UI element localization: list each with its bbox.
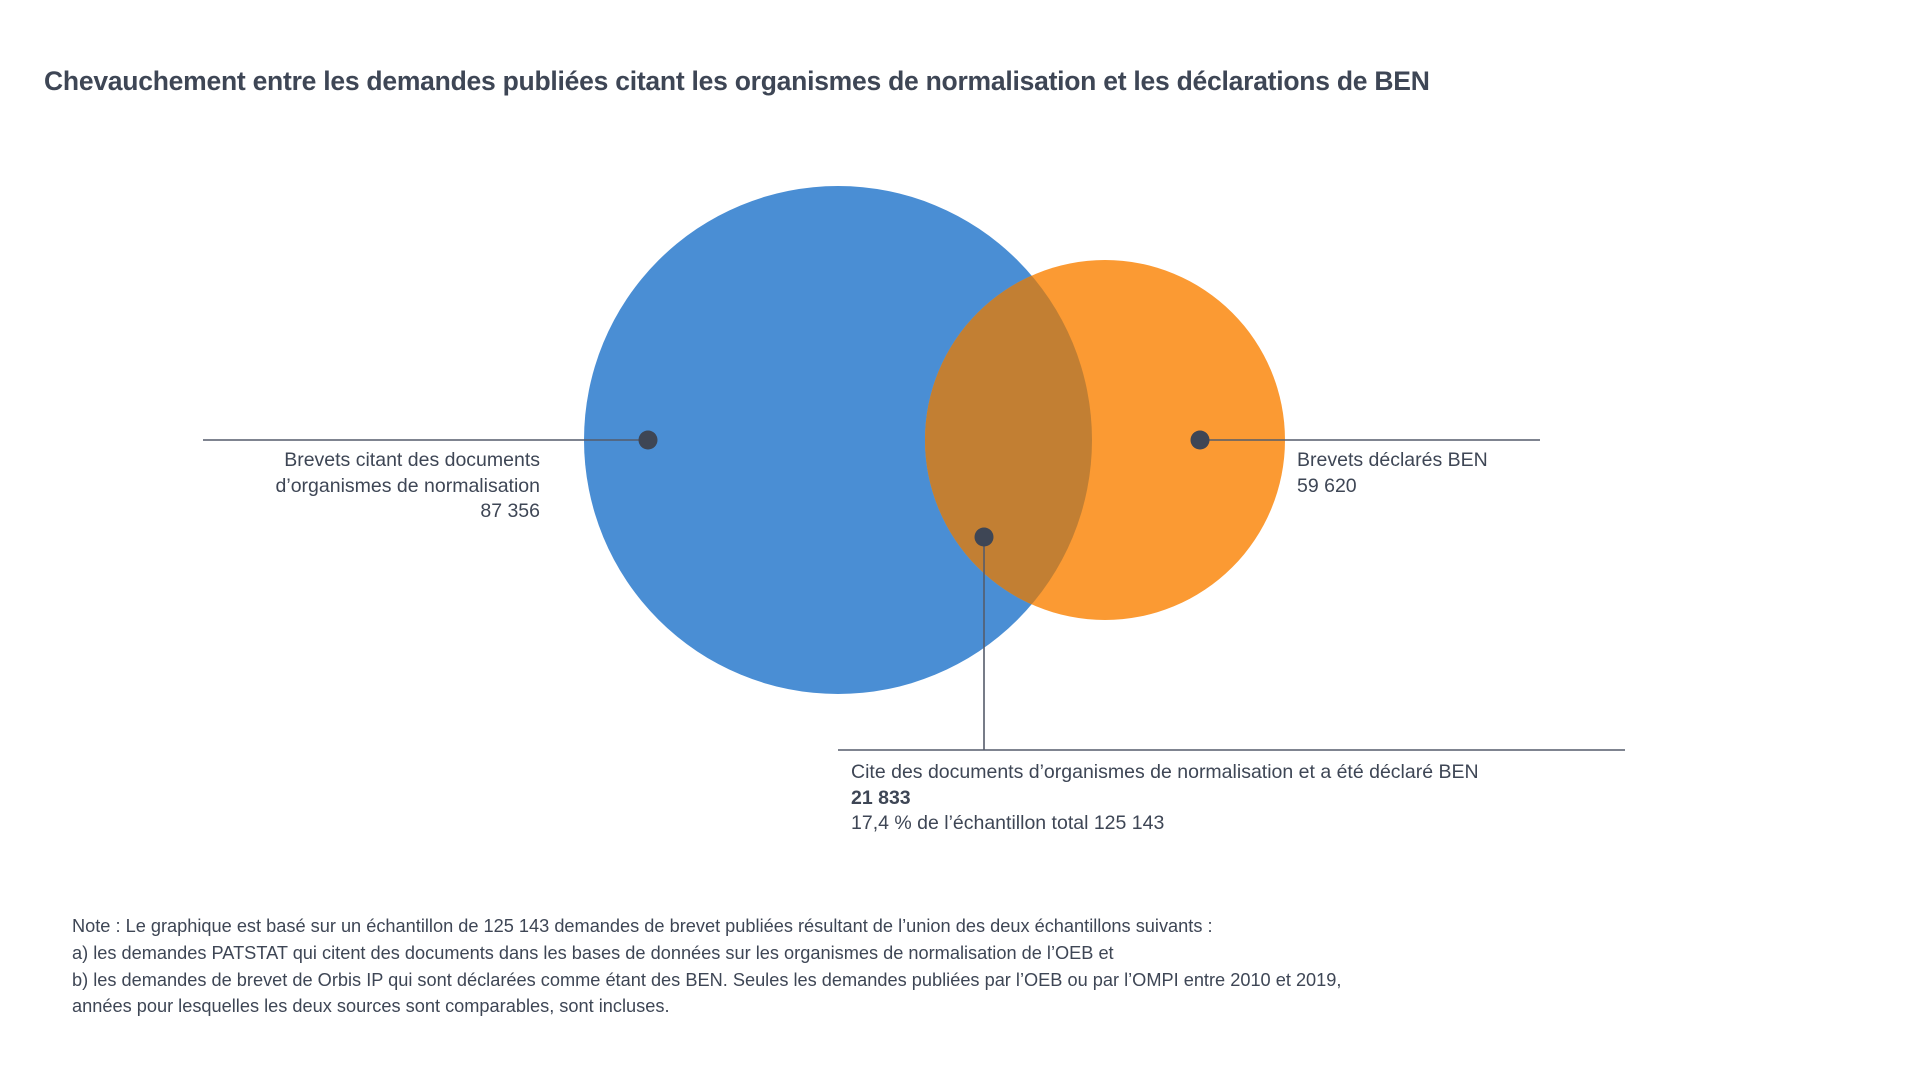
label-set-b: Brevets déclarés BEN 59 620	[1297, 448, 1727, 499]
label-intersection-value: 21 833	[851, 786, 911, 809]
venn-intersection-region	[925, 260, 1092, 620]
label-set-a-line2: d’organismes de normalisation	[275, 474, 540, 497]
venn-circle-set-a	[584, 186, 1092, 694]
footnote-line-3: b) les demandes de brevet de Orbis IP qu…	[72, 969, 1342, 990]
leader-dot-set-a	[638, 430, 658, 450]
label-set-a-line1: Brevets citant des documents	[284, 449, 540, 471]
label-set-b-value: 59 620	[1297, 474, 1357, 497]
label-set-a: Brevets citant des documents d’organisme…	[150, 448, 540, 525]
label-intersection: Cite des documents d’organismes de norma…	[851, 760, 1671, 837]
footnote-block: Note : Le graphique est basé sur un écha…	[72, 913, 1752, 1020]
page-title: Chevauchement entre les demandes publiée…	[44, 66, 1430, 96]
label-intersection-line1: Cite des documents d’organismes de norma…	[851, 761, 1479, 783]
footnote-line-1: Note : Le graphique est basé sur un écha…	[72, 916, 1213, 936]
footnote-line-2: a) les demandes PATSTAT qui citent des d…	[72, 942, 1114, 963]
leader-dot-set-b	[1190, 430, 1210, 450]
footnote-line-4: années pour lesquelles les deux sources …	[72, 996, 670, 1017]
label-intersection-share: 17,4 % de l’échantillon total 125 143	[851, 812, 1165, 835]
label-set-b-line1: Brevets déclarés BEN	[1297, 449, 1488, 471]
venn-circle-set-b	[925, 260, 1285, 620]
label-set-a-value: 87 356	[480, 500, 540, 523]
leader-dot-intersection	[974, 527, 994, 547]
